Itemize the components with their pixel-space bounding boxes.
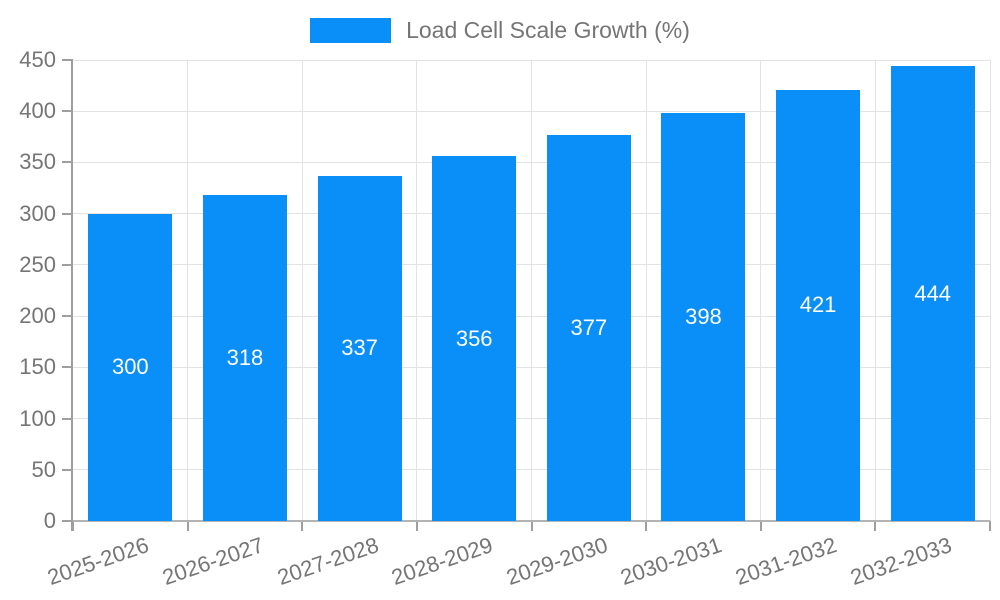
gridline-vertical	[760, 60, 762, 521]
bar-value-label: 356	[455, 325, 493, 351]
y-axis-tick-mark	[62, 59, 73, 61]
y-axis-tick-mark	[62, 520, 73, 522]
bar[interactable]	[432, 156, 517, 521]
y-axis-tick-label: 150	[19, 354, 56, 380]
y-axis-tick-mark	[62, 263, 73, 266]
legend-item[interactable]: Load Cell Scale Growth (%)	[310, 17, 690, 44]
y-axis-tick-mark	[62, 366, 73, 369]
legend-swatch-icon	[310, 18, 392, 43]
bar[interactable]	[202, 195, 287, 521]
gridline-vertical	[416, 60, 418, 521]
x-axis-tick-mark	[72, 521, 74, 531]
bar[interactable]	[88, 213, 173, 521]
bar[interactable]	[661, 113, 746, 521]
bar-value-label: 300	[111, 354, 149, 380]
x-axis-tick-mark	[186, 521, 189, 531]
bar-value-label: 444	[914, 280, 952, 306]
y-axis-tick-label: 300	[19, 200, 56, 226]
y-axis-tick-label: 0	[43, 508, 56, 533]
bar-value-label: 421	[799, 292, 837, 318]
y-axis-tick-label: 50	[31, 456, 56, 482]
bar[interactable]	[317, 175, 402, 521]
y-axis-tick-mark	[62, 110, 73, 113]
y-axis-tick-label: 100	[19, 405, 56, 431]
x-axis-tick-mark	[415, 521, 418, 531]
y-axis-tick-label: 250	[19, 251, 56, 277]
bar-value-label: 318	[226, 345, 264, 371]
y-axis-tick-mark	[62, 417, 73, 420]
bar-value-label: 337	[341, 335, 378, 361]
x-axis-tick-mark	[989, 521, 991, 531]
x-axis-tick-mark	[874, 521, 877, 531]
bar[interactable]	[776, 89, 861, 521]
gridline-vertical	[301, 60, 303, 521]
bar-value-label: 398	[685, 304, 722, 330]
y-axis-tick-label: 450	[19, 47, 56, 72]
y-axis-line	[71, 60, 73, 531]
bar[interactable]	[890, 66, 975, 521]
gridline-vertical	[874, 60, 876, 521]
y-axis-tick-label: 400	[19, 98, 56, 124]
x-axis-line	[73, 520, 990, 522]
bar[interactable]	[546, 134, 631, 521]
x-axis-tick-mark	[530, 521, 533, 531]
gridline-vertical	[989, 60, 991, 521]
x-axis-tick-mark	[759, 521, 762, 531]
legend-label: Load Cell Scale Growth (%)	[406, 17, 690, 43]
y-axis-tick-mark	[62, 315, 73, 318]
gridline-vertical	[531, 60, 532, 521]
gridline-vertical	[645, 60, 647, 521]
gridline-vertical	[187, 60, 189, 521]
y-axis-tick-mark	[62, 212, 73, 215]
y-axis-tick-label: 350	[19, 149, 56, 175]
y-axis-tick-mark	[62, 161, 73, 164]
bar-value-label: 377	[570, 314, 608, 340]
x-axis-tick-mark	[645, 521, 648, 531]
legend: Load Cell Scale Growth (%)	[0, 17, 1000, 44]
y-axis-tick-mark	[62, 468, 73, 471]
y-axis-tick-label: 200	[19, 303, 56, 329]
x-axis-tick-mark	[301, 521, 304, 531]
